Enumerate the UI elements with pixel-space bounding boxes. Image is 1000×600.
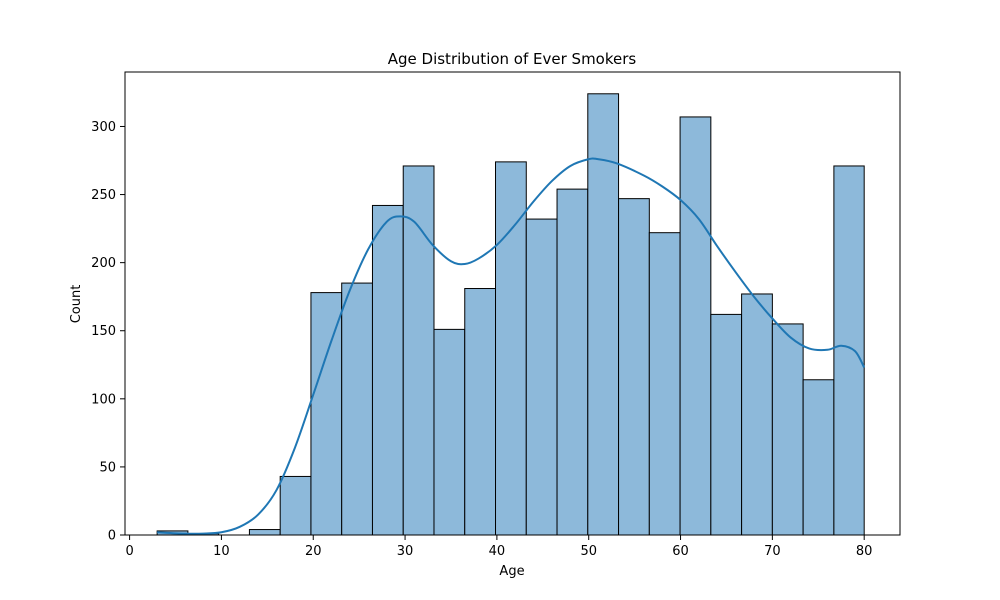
- histogram-bar: [556, 188, 589, 536]
- histogram-bar: [525, 218, 558, 536]
- bars-group: [156, 93, 865, 536]
- histogram-bar: [710, 313, 743, 536]
- y-tick-label: 50: [99, 460, 116, 475]
- x-tick-label: 40: [489, 544, 506, 559]
- plot-frame: [124, 71, 901, 536]
- x-tick-label: 30: [397, 544, 414, 559]
- histogram-bar: [279, 475, 312, 536]
- y-tick-label: 200: [91, 256, 116, 271]
- histogram-bar: [371, 204, 404, 536]
- y-tick-label: 300: [91, 120, 116, 135]
- x-tick-label: 60: [672, 544, 689, 559]
- chart-title: Age Distribution of Ever Smokers: [388, 50, 637, 68]
- histogram-bar: [248, 529, 281, 536]
- histogram-bar: [741, 293, 773, 536]
- x-tick-label: 20: [305, 544, 322, 559]
- y-tick-label: 250: [91, 188, 116, 203]
- x-tick-label: 0: [125, 544, 133, 559]
- histogram-bar: [771, 323, 804, 536]
- histogram-bar: [618, 198, 650, 536]
- histogram-bar: [310, 292, 343, 536]
- y-tick-label: 100: [91, 392, 116, 407]
- x-tick-label: 10: [213, 544, 230, 559]
- histogram-bar: [679, 116, 712, 536]
- x-tick-label: 50: [580, 544, 597, 559]
- y-tick-label: 0: [108, 529, 116, 544]
- histogram-bar: [464, 288, 497, 536]
- y-axis-label: Count: [69, 285, 84, 324]
- histogram-bar: [495, 161, 527, 536]
- x-axis: 0 10 20 30 40 50 60 70 80: [125, 535, 872, 559]
- y-tick-label: 150: [91, 324, 116, 339]
- x-axis-label: Age: [499, 564, 524, 579]
- histogram-bar: [648, 232, 681, 536]
- x-tick-label: 70: [764, 544, 781, 559]
- histogram-bar: [802, 379, 835, 536]
- histogram-bar: [833, 165, 865, 536]
- kde-line: [157, 157, 866, 535]
- histogram-bar: [341, 282, 373, 536]
- histogram-bar: [433, 328, 466, 536]
- histogram-bar: [402, 165, 435, 536]
- y-axis: 0 50 100 150 200 250 300: [91, 120, 125, 544]
- x-tick-label: 80: [856, 544, 873, 559]
